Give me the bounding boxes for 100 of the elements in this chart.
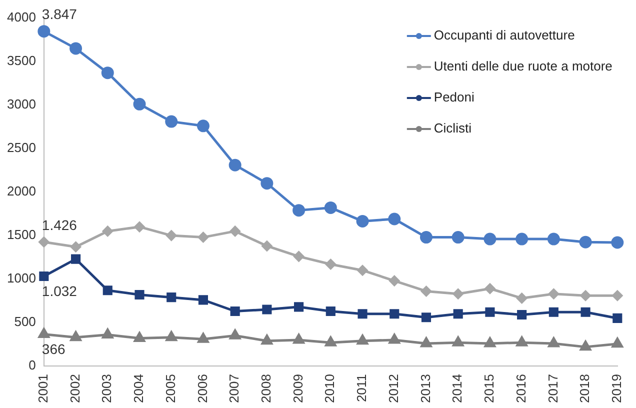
point <box>70 42 82 55</box>
x-tick-label: 2012 <box>386 374 401 403</box>
point <box>230 329 241 340</box>
point <box>262 240 272 252</box>
x-tick-label: 2008 <box>258 374 274 403</box>
y-tick-label: 3000 <box>7 96 36 112</box>
x-tick-label: 2003 <box>99 374 114 403</box>
x-tick-label: 2004 <box>131 374 146 403</box>
point <box>420 337 432 348</box>
point <box>166 230 177 241</box>
point <box>134 222 145 232</box>
point <box>198 295 208 305</box>
point <box>420 231 432 244</box>
annotation: 3.847 <box>42 6 78 22</box>
point <box>579 236 592 248</box>
point <box>133 98 146 110</box>
point <box>548 307 558 317</box>
y-tick-label: 4000 <box>7 10 36 25</box>
point <box>230 306 240 316</box>
point <box>389 276 400 286</box>
point <box>101 66 114 80</box>
point <box>166 292 176 302</box>
point <box>196 120 210 132</box>
point <box>39 271 49 282</box>
annotation: 366 <box>42 341 66 358</box>
point <box>580 290 591 301</box>
point <box>358 309 368 319</box>
x-tick-label: 2016 <box>513 374 528 403</box>
y-tick-label: 3500 <box>7 53 36 68</box>
annotation: 1.032 <box>42 283 78 300</box>
point <box>612 338 623 348</box>
point <box>165 115 178 128</box>
point <box>70 331 82 342</box>
point <box>452 288 464 300</box>
x-tick-label: 2006 <box>194 374 210 403</box>
point <box>356 334 368 345</box>
y-tick-label: 2500 <box>7 140 36 156</box>
point <box>262 304 272 314</box>
point <box>390 309 400 319</box>
point <box>484 232 496 246</box>
point <box>452 336 464 346</box>
point <box>517 310 527 320</box>
x-tick-label: 2017 <box>545 374 560 403</box>
y-tick-label: 2000 <box>7 184 36 199</box>
point <box>70 242 82 252</box>
point <box>388 334 400 344</box>
y-tick-label: 0 <box>28 358 36 373</box>
point <box>485 307 495 317</box>
point <box>356 214 369 228</box>
point <box>516 292 528 304</box>
x-tick-label: 2019 <box>608 374 624 403</box>
point <box>325 259 336 270</box>
point <box>166 331 177 342</box>
point <box>612 313 622 324</box>
point <box>134 290 144 300</box>
legend-label: Ciclisti <box>434 120 472 136</box>
legend-label: Occupanti di autovetture <box>434 28 575 43</box>
point <box>38 25 50 38</box>
point <box>547 232 560 246</box>
legend-label: Pedoni <box>434 90 474 105</box>
y-tick-label: 500 <box>14 314 36 330</box>
point <box>580 340 592 351</box>
point <box>70 254 81 264</box>
point <box>102 286 112 296</box>
point <box>293 334 304 344</box>
point <box>294 302 304 312</box>
point <box>580 307 590 317</box>
point <box>325 336 336 346</box>
point <box>228 158 242 172</box>
x-tick-label: 2018 <box>577 374 592 403</box>
point <box>484 283 496 294</box>
point <box>421 312 432 322</box>
y-tick-label: 1500 <box>7 227 36 242</box>
point <box>294 251 304 262</box>
point <box>548 288 559 300</box>
point <box>453 309 463 319</box>
x-tick-label: 2009 <box>290 374 306 403</box>
annotation: 1.426 <box>42 216 78 233</box>
point <box>102 328 114 339</box>
point <box>102 226 113 236</box>
x-tick-label: 2001 <box>36 374 50 403</box>
point <box>198 332 209 343</box>
point <box>357 265 368 276</box>
x-tick-label: 2015 <box>482 374 497 403</box>
x-tick-label: 2002 <box>67 374 82 403</box>
x-tick-label: 2011 <box>354 374 370 402</box>
y-tick-label: 1000 <box>7 270 36 286</box>
point <box>198 232 208 243</box>
x-tick-label: 2010 <box>322 374 338 403</box>
point <box>484 337 496 348</box>
point <box>38 328 50 338</box>
point <box>261 334 273 345</box>
point <box>516 232 528 246</box>
x-tick-label: 2013 <box>418 374 433 403</box>
point <box>612 290 623 301</box>
point <box>324 201 337 214</box>
point <box>452 231 464 244</box>
point <box>548 337 560 348</box>
point <box>260 177 274 190</box>
point <box>326 306 336 316</box>
